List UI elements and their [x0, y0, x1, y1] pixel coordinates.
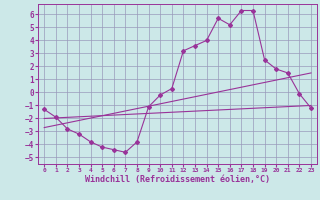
- X-axis label: Windchill (Refroidissement éolien,°C): Windchill (Refroidissement éolien,°C): [85, 175, 270, 184]
